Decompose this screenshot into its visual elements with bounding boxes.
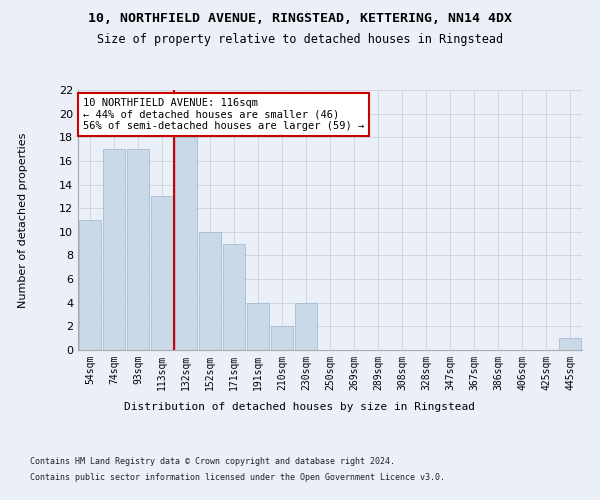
Text: Contains public sector information licensed under the Open Government Licence v3: Contains public sector information licen… (30, 472, 445, 482)
Y-axis label: Number of detached properties: Number of detached properties (17, 132, 28, 308)
Bar (79, 220, 101, 350)
Bar (103, 149, 125, 350)
Text: Distribution of detached houses by size in Ringstead: Distribution of detached houses by size … (125, 402, 476, 412)
Bar (127, 149, 149, 350)
Bar (151, 196, 173, 350)
Text: 10 NORTHFIELD AVENUE: 116sqm
← 44% of detached houses are smaller (46)
56% of se: 10 NORTHFIELD AVENUE: 116sqm ← 44% of de… (83, 98, 364, 131)
Bar (295, 302, 317, 350)
Bar (175, 138, 197, 350)
Text: 10, NORTHFIELD AVENUE, RINGSTEAD, KETTERING, NN14 4DX: 10, NORTHFIELD AVENUE, RINGSTEAD, KETTER… (88, 12, 512, 26)
Bar (247, 302, 269, 350)
Text: Size of property relative to detached houses in Ringstead: Size of property relative to detached ho… (97, 32, 503, 46)
Text: Contains HM Land Registry data © Crown copyright and database right 2024.: Contains HM Land Registry data © Crown c… (30, 458, 395, 466)
Bar (223, 244, 245, 350)
Bar (199, 232, 221, 350)
Bar (559, 338, 581, 350)
Bar (271, 326, 293, 350)
